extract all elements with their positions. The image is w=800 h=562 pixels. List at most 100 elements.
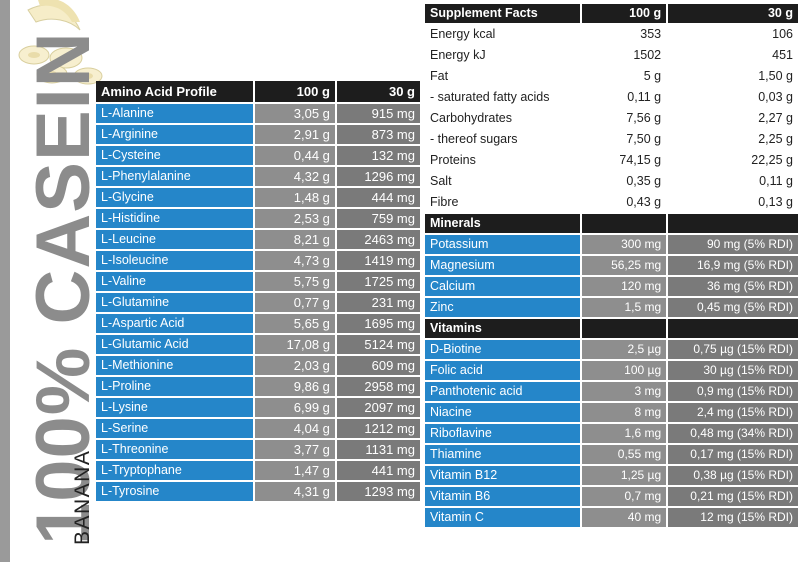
mineral-row: Calcium 120 mg 36 mg (5% RDI) — [425, 277, 798, 296]
mineral-value-100g: 300 mg — [581, 235, 667, 254]
mineral-name: Calcium — [425, 277, 580, 296]
nutrient-value-100g: 0,35 g — [581, 172, 667, 191]
minerals-section-header: Minerals — [425, 214, 798, 233]
vitamin-value-100g: 1,25 µg — [581, 466, 667, 485]
amino-value-100g: 1,48 g — [254, 188, 335, 207]
amino-value-100g: 3,77 g — [254, 440, 335, 459]
amino-row: L-Glycine 1,48 g 444 mg — [96, 188, 420, 207]
mineral-row: Potassium 300 mg 90 mg (5% RDI) — [425, 235, 798, 254]
amino-value-100g: 3,05 g — [254, 104, 335, 123]
nutrient-name: Fat — [425, 67, 580, 86]
amino-value-100g: 4,32 g — [254, 167, 335, 186]
amino-acid-name: L-Proline — [96, 377, 253, 396]
nutrient-name: - saturated fatty acids — [425, 88, 580, 107]
amino-value-100g: 8,21 g — [254, 230, 335, 249]
amino-value-100g: 5,75 g — [254, 272, 335, 291]
vitamins-section-header: Vitamins — [425, 319, 798, 338]
amino-acid-name: L-Serine — [96, 419, 253, 438]
nutrient-value-30g: 22,25 g — [668, 151, 798, 170]
nutrient-name: Carbohydrates — [425, 109, 580, 128]
amino-row: L-Arginine 2,91 g 873 mg — [96, 125, 420, 144]
amino-value-30g: 1212 mg — [336, 419, 420, 438]
nutrient-name: - thereof sugars — [425, 130, 580, 149]
banana-slices-image — [18, 0, 103, 85]
amino-value-30g: 759 mg — [336, 209, 420, 228]
amino-row: L-Glutamine 0,77 g 231 mg — [96, 293, 420, 312]
vitamin-row: Thiamine 0,55 mg 0,17 mg (15% RDI) — [425, 445, 798, 464]
amino-value-100g: 2,03 g — [254, 356, 335, 375]
amino-value-100g: 6,99 g — [254, 398, 335, 417]
amino-value-30g: 1296 mg — [336, 167, 420, 186]
nutrient-value-30g: 1,50 g — [668, 67, 798, 86]
vitamins-header-blank — [668, 319, 798, 338]
nutrient-row: Energy kcal 353 106 — [425, 25, 798, 44]
amino-row: L-Threonine 3,77 g 1131 mg — [96, 440, 420, 459]
vitamin-name: Thiamine — [425, 445, 580, 464]
vitamin-value-100g: 1,6 mg — [581, 424, 667, 443]
vitamin-value-30g: 2,4 mg (15% RDI) — [668, 403, 798, 422]
nutrient-row: Salt 0,35 g 0,11 g — [425, 172, 798, 191]
vitamin-value-100g: 2,5 µg — [581, 340, 667, 359]
vitamins-section-title: Vitamins — [425, 319, 580, 338]
nutrient-name: Energy kJ — [425, 46, 580, 65]
nutrient-value-30g: 0,13 g — [668, 193, 798, 212]
amino-acid-name: L-Aspartic Acid — [96, 314, 253, 333]
amino-acid-name: L-Phenylalanine — [96, 167, 253, 186]
vitamin-row: Vitamin B12 1,25 µg 0,38 µg (15% RDI) — [425, 466, 798, 485]
amino-acid-name: L-Threonine — [96, 440, 253, 459]
vitamin-value-30g: 0,21 mg (15% RDI) — [668, 487, 798, 506]
amino-value-100g: 4,04 g — [254, 419, 335, 438]
amino-value-30g: 1695 mg — [336, 314, 420, 333]
amino-row: L-Isoleucine 4,73 g 1419 mg — [96, 251, 420, 270]
nutrient-value-30g: 2,27 g — [668, 109, 798, 128]
amino-value-100g: 17,08 g — [254, 335, 335, 354]
vitamin-name: Folic acid — [425, 361, 580, 380]
amino-row: L-Serine 4,04 g 1212 mg — [96, 419, 420, 438]
vitamin-value-100g: 100 µg — [581, 361, 667, 380]
amino-row: L-Methionine 2,03 g 609 mg — [96, 356, 420, 375]
mineral-row: Magnesium 56,25 mg 16,9 mg (5% RDI) — [425, 256, 798, 275]
amino-value-30g: 441 mg — [336, 461, 420, 480]
mineral-value-30g: 16,9 mg (5% RDI) — [668, 256, 798, 275]
nutrient-value-100g: 353 — [581, 25, 667, 44]
mineral-row: Zinc 1,5 mg 0,45 mg (5% RDI) — [425, 298, 798, 317]
nutrient-value-30g: 0,03 g — [668, 88, 798, 107]
nutrient-value-100g: 7,50 g — [581, 130, 667, 149]
amino-value-30g: 873 mg — [336, 125, 420, 144]
amino-value-30g: 2097 mg — [336, 398, 420, 417]
amino-value-100g: 2,91 g — [254, 125, 335, 144]
amino-acid-name: L-Glycine — [96, 188, 253, 207]
amino-table-body: L-Alanine 3,05 g 915 mg L-Arginine 2,91 g 873… — [96, 104, 420, 501]
amino-acid-name: L-Cysteine — [96, 146, 253, 165]
amino-acid-name: L-Glutamic Acid — [96, 335, 253, 354]
vitamin-value-30g: 0,75 µg (15% RDI) — [668, 340, 798, 359]
nutrient-row: - thereof sugars 7,50 g 2,25 g — [425, 130, 798, 149]
vitamins-header-blank — [581, 319, 667, 338]
vitamin-row: Folic acid 100 µg 30 µg (15% RDI) — [425, 361, 798, 380]
vitamin-row: Vitamin C 40 mg 12 mg (15% RDI) — [425, 508, 798, 527]
vitamin-name: Riboflavine — [425, 424, 580, 443]
vitamin-name: Panthotenic acid — [425, 382, 580, 401]
amino-acid-name: L-Isoleucine — [96, 251, 253, 270]
nutrient-value-100g: 0,11 g — [581, 88, 667, 107]
vitamin-value-100g: 3 mg — [581, 382, 667, 401]
vitamin-row: D-Biotine 2,5 µg 0,75 µg (15% RDI) — [425, 340, 798, 359]
amino-row: L-Valine 5,75 g 1725 mg — [96, 272, 420, 291]
vitamin-value-100g: 40 mg — [581, 508, 667, 527]
amino-value-100g: 1,47 g — [254, 461, 335, 480]
supp-header-row: Supplement Facts 100 g 30 g — [425, 4, 798, 23]
amino-acid-name: L-Leucine — [96, 230, 253, 249]
nutrient-value-100g: 7,56 g — [581, 109, 667, 128]
amino-acid-name: L-Alanine — [96, 104, 253, 123]
minerals-header-blank — [668, 214, 798, 233]
supp-header-100g: 100 g — [581, 4, 667, 23]
vitamin-value-30g: 0,9 mg (15% RDI) — [668, 382, 798, 401]
flavor-label: BANANA — [71, 449, 94, 545]
amino-header-name: Amino Acid Profile — [96, 81, 253, 102]
amino-acid-name: L-Tyrosine — [96, 482, 253, 501]
mineral-value-30g: 90 mg (5% RDI) — [668, 235, 798, 254]
mineral-value-100g: 120 mg — [581, 277, 667, 296]
amino-value-30g: 915 mg — [336, 104, 420, 123]
nutrient-value-100g: 1502 — [581, 46, 667, 65]
nutrient-name: Salt — [425, 172, 580, 191]
